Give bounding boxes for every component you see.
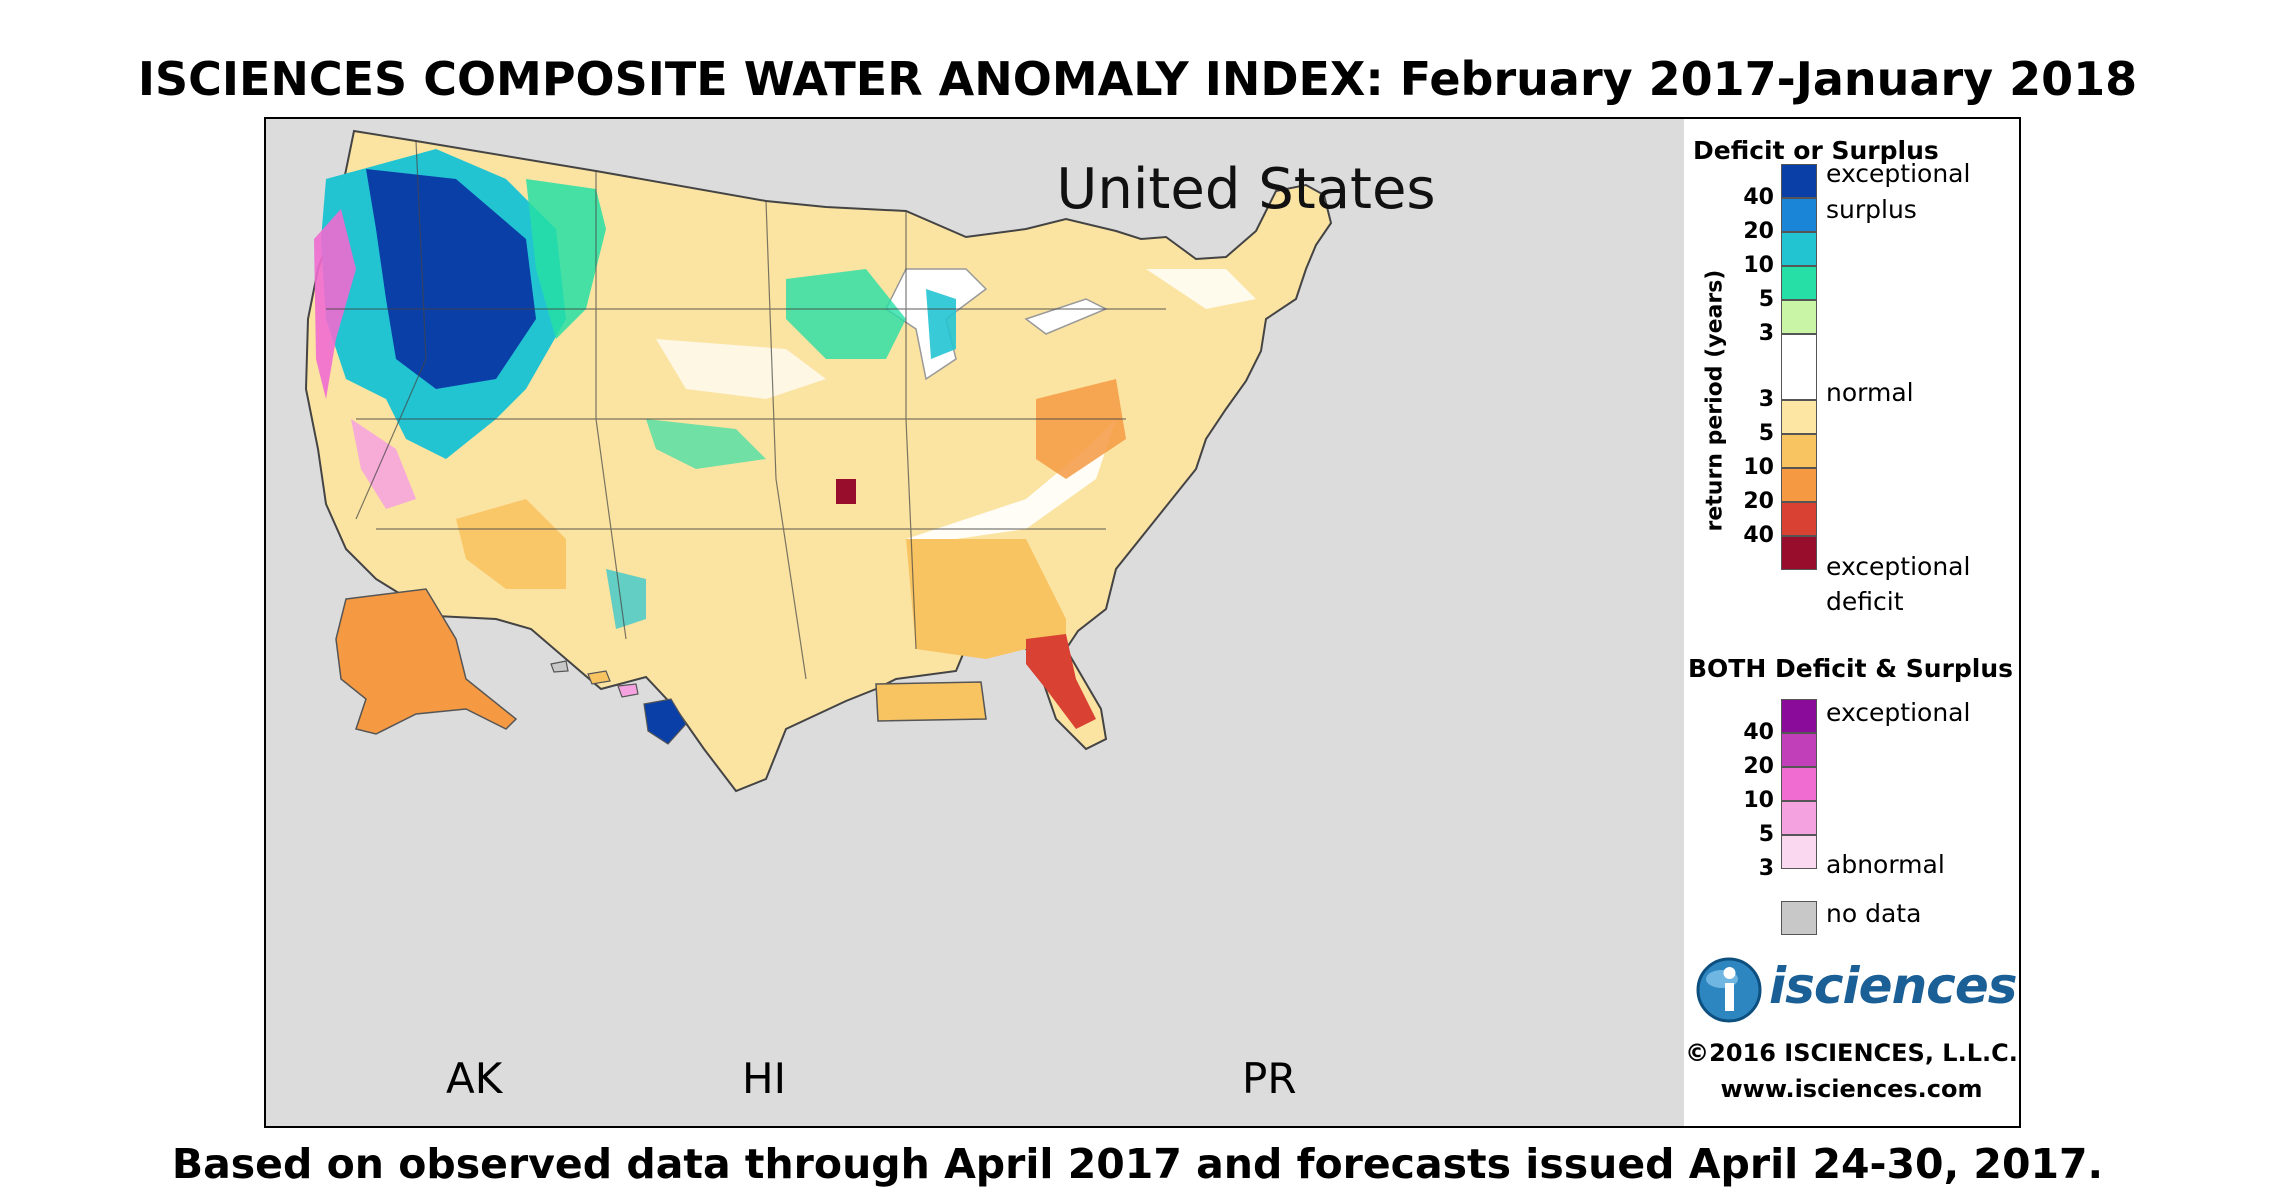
legend-swatch-both-5: [1781, 835, 1817, 869]
us-map: [304, 129, 1333, 793]
inset-label-hi: HI: [742, 1054, 786, 1103]
surplus-region-upper-midwest: [786, 269, 906, 359]
legend-number-both-3: 3: [1758, 856, 1774, 881]
inset-label-ak: AK: [446, 1054, 503, 1103]
map-title: ISCIENCES COMPOSITE WATER ANOMALY INDEX:…: [137, 52, 2138, 106]
legend-number-surplus-10: 10: [1743, 253, 1774, 278]
legend-label-exceptional-surplus: exceptional: [1826, 159, 1971, 188]
legend-label-both-exceptional: exceptional: [1826, 698, 1971, 727]
legend-swatch-deficit-1: [1781, 400, 1817, 434]
legend-label-no-data: no data: [1826, 899, 1922, 928]
hawaii-inset: [550, 660, 687, 745]
legend-number-surplus-3: 3: [1758, 321, 1774, 346]
legend-swatch-both-1: [1781, 699, 1817, 733]
legend-heading-both: BOTH Deficit & Surplus: [1688, 654, 2014, 683]
surplus-region-central: [646, 419, 766, 469]
legend-swatch-deficit-3: [1781, 468, 1817, 502]
copyright-text: ©2016 ISCIENCES, L.L.C.: [1685, 1039, 2018, 1067]
legend-label-deficit: deficit: [1826, 587, 1904, 616]
legend-number-deficit-3: 3: [1758, 387, 1774, 412]
legend-swatch-surplus-5: [1781, 300, 1817, 334]
legend: Deficit or Surplus return period (years)…: [1684, 119, 2019, 1126]
map-frame: United States AK HI PR Deficit or Surplu…: [264, 117, 2021, 1128]
state-borders: [326, 140, 1166, 680]
legend-swatch-surplus-3: [1781, 232, 1817, 266]
deficit-region-arkansas: [836, 479, 856, 504]
legend-swatch-surplus-2: [1781, 198, 1817, 232]
legend-swatch-both-3: [1781, 767, 1817, 801]
legend-swatch-surplus-1: [1781, 164, 1817, 198]
legend-number-surplus-40: 40: [1743, 185, 1774, 210]
isciences-logo: isciences: [1694, 955, 2017, 1025]
legend-number-both-5: 5: [1758, 822, 1774, 847]
legend-number-surplus-5: 5: [1758, 287, 1774, 312]
legend-label-surplus: surplus: [1826, 195, 1917, 224]
legend-number-deficit-5: 5: [1758, 421, 1774, 446]
surplus-region-michigan: [926, 289, 956, 359]
logo-globe-icon: [1696, 957, 1762, 1023]
legend-swatch-both-2: [1781, 733, 1817, 767]
legend-swatch-deficit-4: [1781, 502, 1817, 536]
surplus-region-southwest-texas: [606, 569, 646, 629]
legend-number-deficit-20: 20: [1743, 489, 1774, 514]
website-link[interactable]: www.isciences.com: [1720, 1075, 1983, 1103]
legend-swatch-no-data: [1781, 901, 1817, 935]
legend-label-both-abnormal: abnormal: [1826, 850, 1945, 879]
normal-region-northeast: [1146, 269, 1256, 309]
legend-label-exceptional-deficit: exceptional: [1826, 552, 1971, 581]
normal-region-plains: [656, 339, 826, 399]
legend-swatch-deficit-2: [1781, 434, 1817, 468]
alaska-inset: [335, 588, 518, 735]
legend-swatch-both-4: [1781, 801, 1817, 835]
deficit-region-southeast: [906, 539, 1066, 659]
legend-number-both-20: 20: [1743, 754, 1774, 779]
legend-number-deficit-40: 40: [1743, 523, 1774, 548]
legend-number-both-40: 40: [1743, 720, 1774, 745]
puerto-rico-inset: [875, 681, 987, 722]
map-area: United States AK HI PR: [266, 119, 1684, 1126]
legend-number-surplus-20: 20: [1743, 219, 1774, 244]
deficit-region-mid-atlantic: [1036, 379, 1126, 479]
map-footer: Based on observed data through April 201…: [171, 1140, 2104, 1188]
inset-label-pr: PR: [1242, 1054, 1297, 1103]
legend-heading-deficit-surplus: Deficit or Surplus: [1693, 136, 1939, 165]
legend-label-normal: normal: [1826, 378, 1914, 407]
legend-swatch-surplus-4: [1781, 266, 1817, 300]
both-region-pacific-coast: [314, 209, 356, 399]
both-region-southern-california: [351, 419, 416, 509]
surplus-region-west-core: [366, 169, 536, 389]
surplus-region-northern-plains: [526, 179, 606, 339]
logo-wordmark: isciences: [1769, 957, 2017, 1015]
normal-region-ohio-valley: [906, 419, 1116, 539]
region-title: United States: [1056, 157, 1436, 222]
deficit-region-florida: [1026, 634, 1096, 729]
legend-number-both-10: 10: [1743, 788, 1774, 813]
legend-swatch-deficit-5: [1781, 536, 1817, 570]
legend-number-deficit-10: 10: [1743, 455, 1774, 480]
deficit-region-southwest: [456, 499, 566, 589]
legend-swatch-normal: [1781, 334, 1817, 400]
